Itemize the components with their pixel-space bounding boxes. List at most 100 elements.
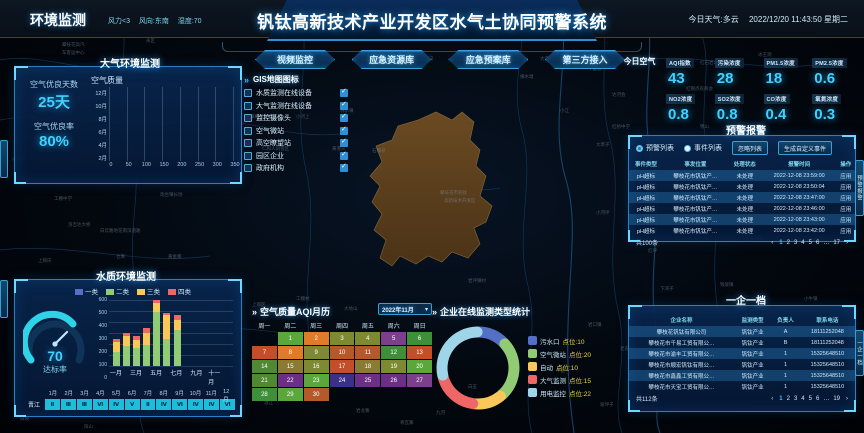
gis-legend-item-0[interactable]: 水质监测在线设备: [244, 87, 348, 98]
table-row[interactable]: pH超标 攀枝花市钒钛产… 未处理 2022-12-08 23:42:00 应用: [629, 225, 855, 236]
calendar-day-27[interactable]: 27: [407, 374, 432, 387]
page-1[interactable]: 1: [779, 239, 783, 246]
donut-legend-item-1[interactable]: 空气微站 点位:20: [528, 349, 591, 359]
left-rail-tab-2[interactable]: [0, 280, 8, 318]
checkbox-checked-icon[interactable]: [340, 137, 348, 147]
calendar-day-8[interactable]: 8: [277, 346, 303, 359]
water-legend-item-2[interactable]: 三类: [137, 286, 160, 296]
gis-legend-item-6[interactable]: 政府机构: [244, 162, 348, 173]
calendar-day-1[interactable]: 1: [277, 332, 303, 345]
table-row[interactable]: 攀枝花市鑫鑫工贸有限公… 钒钛产业 1 15325648510: [629, 370, 855, 381]
calendar-day-26[interactable]: 26: [381, 374, 407, 387]
gis-legend-item-1[interactable]: 大气监测在线设备: [244, 100, 348, 111]
calendar-day-18[interactable]: 18: [355, 360, 381, 373]
calendar-day-21[interactable]: 21: [252, 374, 277, 387]
table-row[interactable]: pH超标 攀枝花市钒钛产… 未处理 2022-12-08 23:47:00 应用: [629, 192, 855, 203]
nav-emergency-plans[interactable]: 应急预案库: [448, 50, 528, 69]
tab-event-list[interactable]: 事件列表: [684, 143, 722, 153]
nav-video-monitor[interactable]: 视频监控: [255, 50, 335, 69]
donut-slice-4[interactable]: [436, 326, 483, 381]
calendar-day-10[interactable]: 10: [329, 346, 355, 359]
table-row[interactable]: 攀枝花市天宝工贸有限公… 钒钛产业 1 15325648510: [629, 381, 855, 392]
calendar-day-3[interactable]: 3: [329, 332, 355, 345]
calendar-day-4[interactable]: 4: [355, 332, 381, 345]
calendar-day-2[interactable]: 2: [303, 332, 329, 345]
page-1[interactable]: 1: [779, 395, 783, 402]
water-legend-item-3[interactable]: 四类: [168, 286, 191, 296]
calendar-day-30[interactable]: 30: [303, 388, 329, 401]
calendar-day-15[interactable]: 15: [277, 360, 303, 373]
alarm-side-rail-tab[interactable]: 预警报警: [855, 160, 864, 216]
checkbox-checked-icon[interactable]: [340, 125, 348, 135]
donut-slice-1[interactable]: [496, 338, 520, 401]
cell-action[interactable]: 应用: [840, 206, 852, 213]
table-row[interactable]: 攀枝花钒钛有限公司 钒钛产业 A 18111252048: [629, 326, 855, 337]
checkbox-checked-icon[interactable]: [340, 87, 348, 97]
calendar-day-19[interactable]: 19: [381, 360, 407, 373]
calendar-day-5[interactable]: 5: [381, 332, 407, 345]
cell-action[interactable]: 应用: [836, 170, 855, 181]
next-page-icon[interactable]: ›: [846, 395, 848, 402]
page-19[interactable]: 19: [833, 395, 840, 402]
page-6[interactable]: 6: [815, 239, 820, 246]
calendar-day-14[interactable]: 14: [252, 360, 277, 373]
page-2[interactable]: 2: [786, 239, 790, 246]
calendar-day-6[interactable]: 6: [407, 332, 432, 345]
checkbox-checked-icon[interactable]: [340, 150, 348, 160]
page-5[interactable]: 5: [808, 395, 812, 402]
calendar-day-13[interactable]: 13: [407, 346, 432, 359]
checkbox-checked-icon[interactable]: [340, 162, 348, 172]
gis-legend-item-3[interactable]: 空气微站: [244, 125, 348, 136]
calendar-day-20[interactable]: 20: [407, 360, 432, 373]
table-row[interactable]: pH超标 攀枝花市钒钛产… 未处理 2022-12-08 23:59:00 应用: [629, 170, 855, 181]
tab-warning-list[interactable]: 预警列表: [636, 143, 674, 153]
page-2[interactable]: 2: [786, 395, 790, 402]
cell-action[interactable]: 应用: [836, 192, 855, 203]
donut-legend-item-2[interactable]: 自动 点位:10: [528, 362, 591, 372]
calendar-day-23[interactable]: 23: [303, 374, 329, 387]
calendar-day-28[interactable]: 28: [252, 388, 277, 401]
calendar-day-11[interactable]: 11: [355, 346, 381, 359]
calendar-day-12[interactable]: 12: [381, 346, 407, 359]
gis-legend-item-2[interactable]: 监控摄像头: [244, 112, 348, 123]
table-row[interactable]: 攀枝花市渝丰工贸有限公… 钒钛产业 1 15325648510: [629, 348, 855, 359]
left-rail-tab-1[interactable]: [0, 140, 8, 178]
checkbox-checked-icon[interactable]: [340, 100, 348, 110]
calendar-day-25[interactable]: 25: [355, 374, 381, 387]
create-custom-event-button[interactable]: 生成自定义事件: [778, 141, 833, 155]
donut-slice-0[interactable]: [473, 326, 510, 349]
page-5[interactable]: 5: [808, 239, 812, 246]
donut-legend-item-3[interactable]: 大气监测 点位:15: [528, 375, 591, 385]
calendar-day-7[interactable]: 7: [252, 346, 277, 359]
donut-legend-item-4[interactable]: 用电监控 点位:22: [528, 388, 591, 398]
prev-page-icon[interactable]: ‹: [771, 239, 774, 246]
donut-slice-2[interactable]: [469, 390, 506, 410]
calendar-day-9[interactable]: 9: [303, 346, 329, 359]
gis-legend-item-5[interactable]: 园区企业: [244, 150, 348, 161]
month-select[interactable]: 2022年11月 ▾: [378, 303, 432, 315]
prev-page-icon[interactable]: ‹: [771, 395, 774, 402]
calendar-day-22[interactable]: 22: [277, 374, 303, 387]
page-4[interactable]: 4: [801, 395, 805, 402]
company-side-rail-tab[interactable]: 一企一档: [855, 330, 864, 376]
table-row[interactable]: 攀枝花市顺宏钒钛有限公… 钒钛产业 1 15325648510: [629, 359, 855, 370]
page-6[interactable]: 6: [815, 395, 820, 402]
water-legend-item-1[interactable]: 二类: [106, 286, 129, 296]
page-4[interactable]: 4: [801, 239, 805, 246]
cell-action[interactable]: 应用: [836, 214, 855, 225]
donut-slice-3[interactable]: [437, 371, 479, 410]
water-legend-item-0[interactable]: 一类: [75, 286, 98, 296]
table-row[interactable]: pH超标 攀枝花市钒钛产… 未处理 2022-12-08 23:46:00 应用: [629, 203, 855, 214]
page-…[interactable]: …: [823, 239, 830, 246]
cell-action[interactable]: 应用: [840, 184, 852, 191]
calendar-day-17[interactable]: 17: [329, 360, 355, 373]
donut-legend-item-0[interactable]: 污水口 点位:10: [528, 336, 591, 346]
gis-legend-item-4[interactable]: 高空瞭望站: [244, 137, 348, 148]
table-row[interactable]: pH超标 攀枝花市钒钛产… 未处理 2022-12-08 23:50:04 应用: [629, 181, 855, 192]
ignore-list-button[interactable]: 忽略列表: [732, 141, 769, 155]
page-17[interactable]: 17: [833, 239, 840, 246]
nav-third-party-access[interactable]: 第三方接入: [545, 50, 625, 69]
cell-action[interactable]: 应用: [840, 228, 852, 235]
calendar-day-16[interactable]: 16: [303, 360, 329, 373]
page-…[interactable]: …: [823, 395, 830, 402]
